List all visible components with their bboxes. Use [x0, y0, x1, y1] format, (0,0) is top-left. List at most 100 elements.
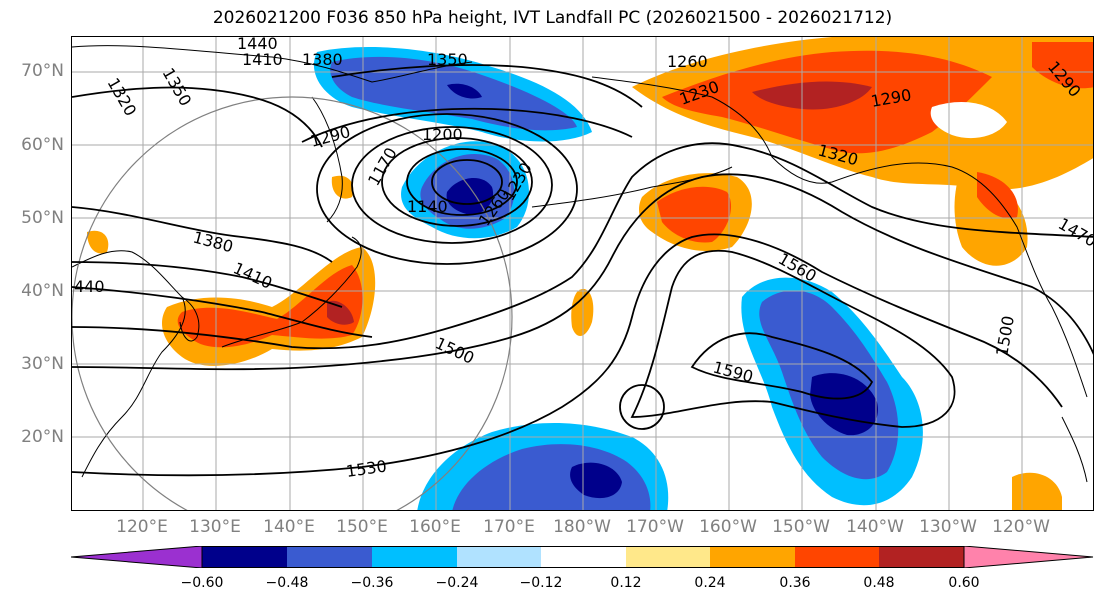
contour-low-2	[406, 148, 518, 216]
height-contours	[72, 64, 1093, 477]
colorbar-tick-label: 0.24	[694, 575, 726, 591]
contour-label: 440	[74, 277, 105, 296]
contour-label: 1380	[191, 228, 235, 257]
contour-1410	[72, 261, 343, 308]
colorbar-tick-label: 0.48	[863, 575, 895, 591]
lat-label-60n: 60°N	[21, 135, 64, 155]
colorbar-tick-label: −0.36	[350, 575, 394, 591]
lon-label-120e: 120°E	[116, 517, 168, 537]
contour-label: 1290	[308, 122, 352, 151]
lon-label-160w: 160°W	[699, 517, 757, 537]
contour-label: 1500	[992, 314, 1018, 357]
graticule	[72, 37, 1093, 510]
coast-asia	[72, 250, 186, 478]
contour-label: 1470	[1055, 214, 1094, 251]
contour-label: 1440	[237, 37, 278, 53]
contour-label: 1590	[711, 358, 755, 387]
contour-1560	[630, 249, 956, 428]
colorbar-extend-high	[963, 546, 1094, 568]
contour-label: 1500	[432, 333, 477, 367]
colorbar-tick-label: 0.36	[779, 575, 811, 591]
contour-1290	[301, 107, 633, 143]
shade-bering-blue	[330, 56, 577, 131]
shade-sw-orange	[1012, 472, 1062, 510]
contour-low-5	[316, 113, 578, 265]
shade-yukon-white	[930, 102, 1007, 139]
contour-1500	[72, 173, 1093, 371]
lat-label-30n: 30°N	[21, 354, 64, 374]
shade-midpac-orange	[571, 288, 594, 337]
coast-japan	[221, 236, 362, 348]
shade-canada-orange	[954, 167, 1028, 266]
colorbar	[71, 546, 1094, 568]
landfall-region-circle	[72, 96, 513, 510]
shade-bering-darkblue	[447, 83, 482, 99]
coast-kamchatka	[311, 96, 343, 223]
colorbar-bin	[795, 546, 879, 568]
lon-label-170w: 170°W	[626, 517, 684, 537]
colorbar-tick-label: 0.12	[610, 575, 642, 591]
lon-label-170e: 170°E	[483, 517, 535, 537]
contour-1470	[72, 142, 1093, 350]
contour-low-3	[381, 137, 533, 227]
lat-label-70n: 70°N	[21, 61, 64, 81]
shade-ep-darkblue	[810, 373, 878, 436]
lon-label-180w: 180°W	[553, 517, 611, 537]
lon-label-140w: 140°W	[846, 517, 904, 537]
contour-label: 1200	[422, 125, 463, 144]
lon-label-160e: 160°E	[409, 517, 461, 537]
contour-low-4	[351, 126, 553, 244]
shade-canada-red	[977, 172, 1018, 219]
colorbar-extend-low	[71, 546, 203, 568]
contour-label: 1530	[345, 456, 388, 480]
colorbar-bin	[457, 546, 541, 568]
colorbar-bin	[626, 546, 710, 568]
lon-label-150e: 150°E	[336, 517, 388, 537]
contour-1350	[331, 64, 643, 108]
contour-label: 1260	[667, 52, 708, 71]
shade-alaska-darkred	[752, 81, 872, 110]
contour-label: 1320	[104, 75, 141, 120]
lon-label-130w: 130°W	[919, 517, 977, 537]
lon-label-140e: 140°E	[263, 517, 315, 537]
shade-goa-red	[657, 186, 732, 243]
contour-1590	[690, 332, 874, 400]
contour-1440	[72, 286, 373, 338]
contour-label: 1380	[302, 50, 343, 69]
colorbar-tick-label: −0.12	[519, 575, 563, 591]
shade-japan-darkred	[327, 300, 354, 325]
colorbar-bin	[202, 546, 287, 568]
lat-label-20n: 20°N	[21, 427, 64, 447]
lon-label-120w: 120°W	[992, 517, 1050, 537]
coast-baja	[1061, 416, 1088, 483]
colorbar-tick-label: 0.60	[948, 575, 980, 591]
colorbar-bin	[372, 546, 457, 568]
map-canvas: 1440 1410 1380 1320 1350 1350 1260 1230 …	[72, 37, 1094, 510]
colorbar-tick-label: −0.60	[180, 575, 224, 591]
coast-siberia	[72, 45, 473, 83]
lat-label-40n: 40°N	[21, 281, 64, 301]
lon-label-130e: 130°E	[189, 517, 241, 537]
colorbar-bin	[879, 546, 964, 568]
contour-low-1	[431, 159, 503, 205]
contour-1530	[72, 233, 1063, 477]
contour-label: 1140	[407, 197, 448, 216]
map-panel: 1440 1410 1380 1320 1350 1350 1260 1230 …	[71, 36, 1094, 511]
colorbar-bin	[710, 546, 795, 568]
contour-label: 1410	[242, 50, 283, 69]
contour-label: 1170	[364, 144, 401, 189]
contour-1380	[72, 206, 333, 263]
contour-label: 1350	[427, 50, 468, 69]
shade-china-coast-orange	[87, 230, 109, 254]
lat-label-50n: 50°N	[21, 208, 64, 228]
lon-label-150w: 150°W	[772, 517, 830, 537]
colorbar-outline	[201, 546, 965, 568]
colorbar-bin	[287, 546, 372, 568]
plot-title: 2026021200 F036 850 hPa height, IVT Land…	[212, 8, 893, 28]
ivt-shading	[87, 37, 1093, 510]
colorbar-tick-label: −0.48	[265, 575, 309, 591]
colorbar-tick-label: −0.24	[435, 575, 479, 591]
colorbar-bin	[541, 546, 626, 568]
contour-label: 1410	[230, 258, 275, 292]
shade-arctic-right-red	[1032, 42, 1093, 89]
